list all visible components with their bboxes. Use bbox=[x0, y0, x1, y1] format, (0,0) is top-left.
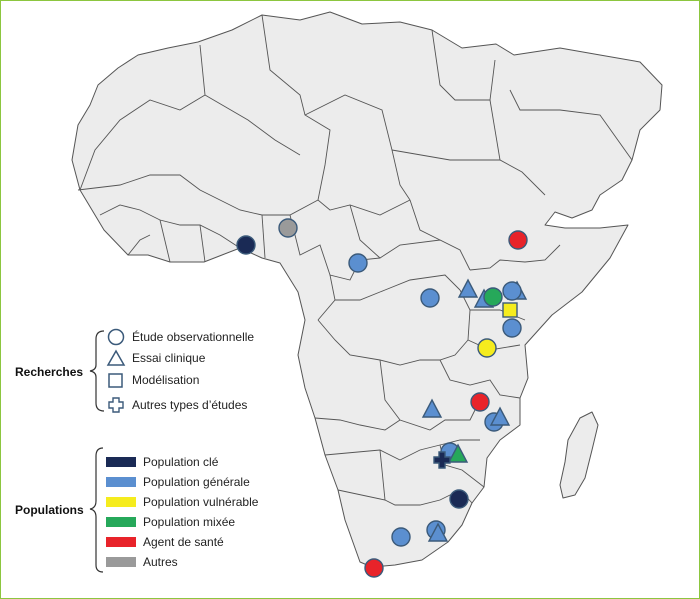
legend-swatch-key-population bbox=[106, 457, 136, 467]
legend-label-mixed-population: Population mixée bbox=[143, 515, 235, 529]
marker-circle-general-population bbox=[348, 253, 368, 273]
legend-label-other: Autres bbox=[143, 555, 178, 569]
marker-circle-other bbox=[278, 218, 298, 238]
marker-circle-general-population bbox=[391, 527, 411, 547]
marker-cross-key-population bbox=[433, 451, 451, 469]
legend-label-vulnerable-population: Population vulnérable bbox=[143, 495, 259, 509]
legend-populations-brace bbox=[89, 447, 104, 573]
madagascar bbox=[559, 411, 599, 499]
legend-swatch-other bbox=[106, 557, 136, 567]
marker-square-vulnerable-population bbox=[502, 302, 518, 318]
marker-triangle-general-population bbox=[489, 406, 511, 426]
marker-circle-health-worker bbox=[470, 392, 490, 412]
marker-triangle-mixed-population bbox=[447, 443, 469, 463]
marker-triangle-general-population bbox=[457, 278, 479, 298]
legend: Recherches Étude observationnelle Essai … bbox=[15, 328, 259, 573]
marker-circle-key-population bbox=[236, 235, 256, 255]
marker-circle-health-worker bbox=[364, 558, 384, 578]
legend-label-other-studies: Autres types d’études bbox=[132, 398, 247, 412]
marker-circle-general-population bbox=[502, 318, 522, 338]
legend-label-general-population: Population générale bbox=[143, 475, 250, 489]
study-markers bbox=[236, 218, 528, 578]
legend-cross-icon bbox=[108, 397, 124, 413]
marker-circle-vulnerable-population bbox=[477, 338, 497, 358]
legend-label-key-population: Population clé bbox=[143, 455, 219, 469]
legend-swatch-mixed-population bbox=[106, 517, 136, 527]
marker-triangle-general-population bbox=[427, 522, 449, 542]
marker-circle-general-population bbox=[420, 288, 440, 308]
africa-continent bbox=[71, 11, 663, 568]
legend-label-clinical-trial: Essai clinique bbox=[132, 351, 206, 365]
marker-circle-mixed-population bbox=[483, 287, 503, 307]
legend-populations-title: Populations bbox=[15, 503, 84, 517]
legend-swatch-health-worker bbox=[106, 537, 136, 547]
legend-label-modelling: Modélisation bbox=[132, 373, 199, 387]
legend-square-icon bbox=[108, 373, 123, 388]
legend-swatch-vulnerable-population bbox=[106, 497, 136, 507]
legend-circle-icon bbox=[107, 328, 125, 346]
legend-research-brace bbox=[89, 330, 105, 412]
legend-research-title: Recherches bbox=[15, 365, 83, 379]
legend-label-observational: Étude observationnelle bbox=[132, 329, 254, 344]
marker-triangle-general-population bbox=[421, 398, 443, 418]
legend-triangle-icon bbox=[106, 349, 126, 366]
marker-circle-general-population bbox=[502, 281, 522, 301]
legend-label-health-worker: Agent de santé bbox=[143, 535, 224, 549]
marker-circle-key-population bbox=[449, 489, 469, 509]
legend-swatch-general-population bbox=[106, 477, 136, 487]
marker-circle-health-worker bbox=[508, 230, 528, 250]
africa-land bbox=[71, 11, 663, 568]
legend-populations: Populations Population clé Population gén… bbox=[15, 447, 259, 573]
legend-research: Recherches Étude observationnelle Essai … bbox=[15, 328, 254, 413]
